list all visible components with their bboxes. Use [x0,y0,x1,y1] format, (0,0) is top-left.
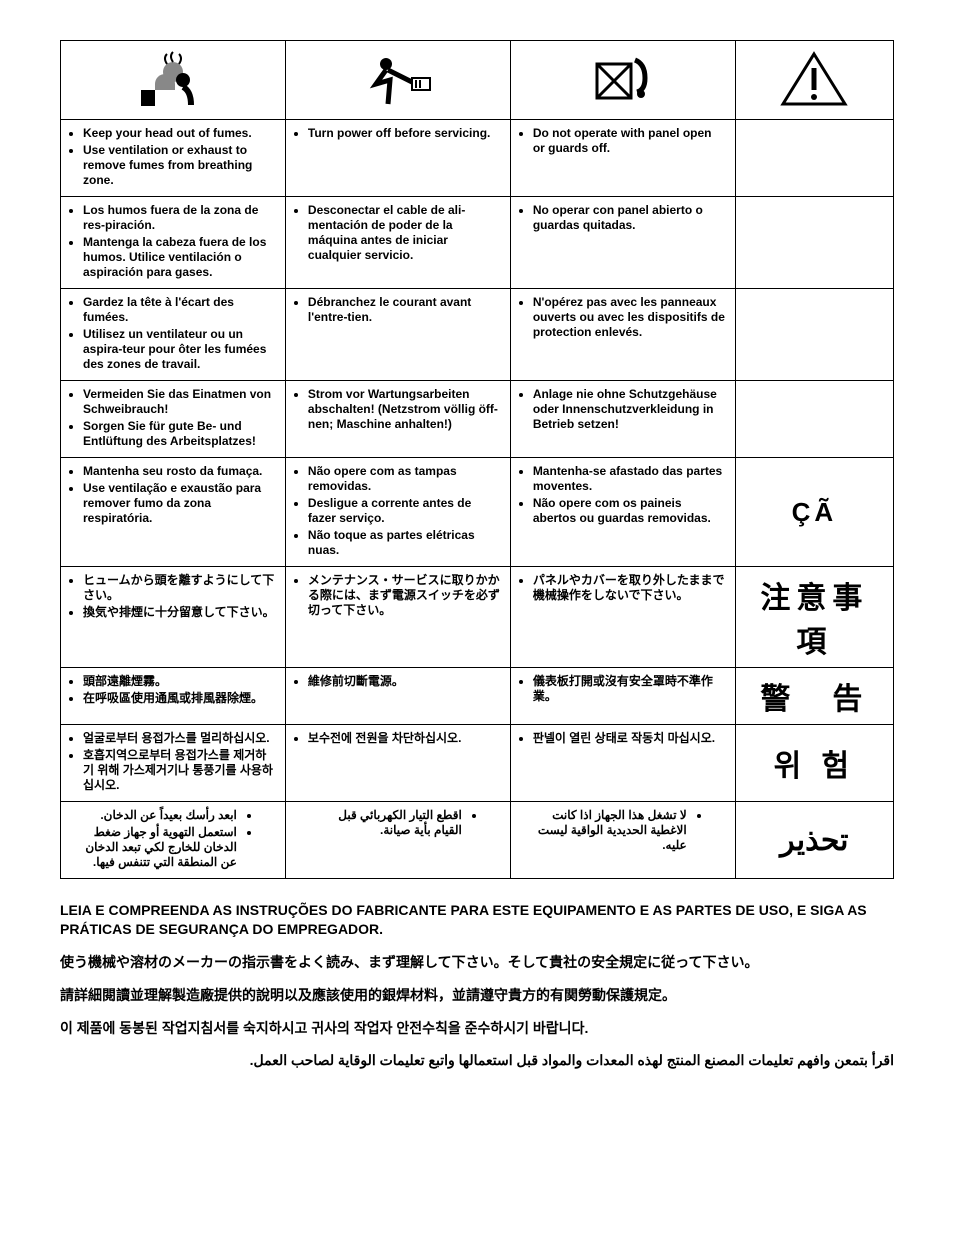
lang-label-ko: 위 험 [735,725,893,802]
footer-ar: اقرأ بتمعن وافهم تعليمات المصنع المنتج ل… [60,1051,894,1070]
lang-label-zh: 警 告 [735,668,893,725]
row-pt: Mantenha seu rosto da fumaça.Use ventila… [61,458,894,567]
footer-instructions: LEIA E COMPREENDA AS INSTRUÇÕES DO FABRI… [60,901,894,1070]
warning-table: Keep your head out of fumes.Use ventilat… [60,40,894,879]
lang-label-ja: 注意事項 [735,567,893,668]
warning-rows: Keep your head out of fumes.Use ventilat… [61,120,894,879]
lang-label-fr [735,289,893,381]
row-fr: Gardez la tête à l'écart des fumées.Util… [61,289,894,381]
power-off-icon [285,41,510,120]
row-ko: 얼굴로부터 용접가스를 멀리하십시오.호흡지역으로부터 용접가스를 제거하기 위… [61,725,894,802]
row-ar: ابعد رأسك بعيداً عن الدخان.استعمل التهوي… [61,802,894,879]
footer-zh: 請詳細閱讀並理解製造廠提供的說明以及應該使用的銀焊材料，並請遵守貴方的有関勞動保… [60,986,894,1005]
row-en: Keep your head out of fumes.Use ventilat… [61,120,894,197]
lang-label-ar: تحذير [735,802,893,879]
footer-ko: 이 제품에 동봉된 작업지침서를 숙지하시고 귀사의 작업자 안전수칙을 준수하… [60,1019,894,1038]
row-es: Los humos fuera de la zona de res-piraci… [61,197,894,289]
row-zh: 頭部遠離煙霧。在呼吸區使用通風或排風器除煙。 維修前切斷電源。 儀表板打開或沒有… [61,668,894,725]
icon-header-row [61,41,894,120]
row-ja: ヒュームから頭を離すようにして下さい。換気や排煙に十分留意して下さい。 メンテナ… [61,567,894,668]
lang-label-es [735,197,893,289]
fumes-icon [61,41,286,120]
lang-label-en [735,120,893,197]
panel-guard-icon [510,41,735,120]
lang-label-pt: ÇÃ [735,458,893,567]
warning-triangle-icon [735,41,893,120]
footer-ja: 使う機械や溶材のメーカーの指示書をよく読み、まず理解して下さい。そして貴社の安全… [60,953,894,972]
lang-label-de [735,381,893,458]
row-de: Vermeiden Sie das Einatmen von Schweibra… [61,381,894,458]
footer-pt: LEIA E COMPREENDA AS INSTRUÇÕES DO FABRI… [60,901,894,939]
